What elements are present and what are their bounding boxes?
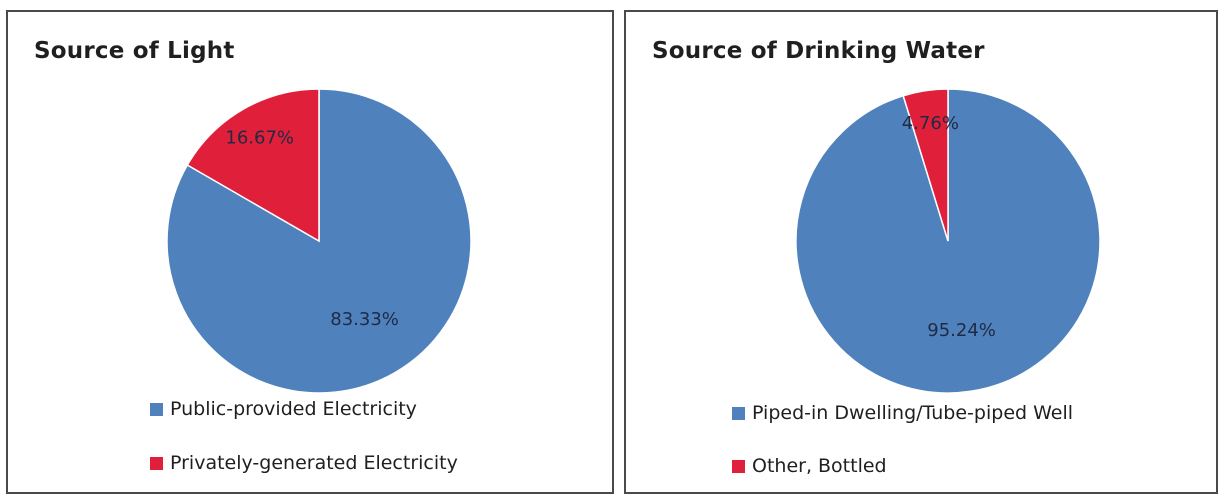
legend-label: Privately-generated Electricity	[170, 452, 458, 474]
pie-slice	[186, 88, 320, 243]
pie-chart-water: 95.24% 4.76%	[795, 88, 1101, 394]
chart-panel-water: Source of Drinking Water 95.24% 4.76% Pip…	[624, 10, 1218, 494]
legend-label: Public-provided Electricity	[170, 398, 417, 420]
chart-title: Source of Light	[34, 38, 235, 64]
legend-swatch	[732, 459, 745, 473]
legend-label: Piped-in Dwelling/Tube-piped Well	[752, 402, 1074, 424]
legend-item: Piped-in Dwelling/Tube-piped Well	[732, 402, 1073, 424]
data-label: 4.76%	[902, 113, 959, 134]
legend-item: Public-provided Electricity	[150, 398, 417, 420]
pie-chart-light: 83.33% 16.67%	[166, 88, 472, 394]
data-label: 16.67%	[225, 127, 294, 148]
legend-swatch	[150, 402, 163, 416]
legend-swatch	[732, 406, 745, 420]
data-label: 95.24%	[927, 320, 996, 341]
legend-item: Other, Bottled	[732, 455, 887, 477]
legend-item: Privately-generated Electricity	[150, 452, 458, 474]
legend-label: Other, Bottled	[752, 455, 887, 477]
chart-title: Source of Drinking Water	[652, 38, 985, 64]
data-label: 83.33%	[330, 309, 399, 330]
legend-swatch	[150, 456, 163, 470]
pie-slice	[902, 88, 949, 242]
chart-panel-light: Source of Light 83.33% 16.67% Public-prov…	[6, 10, 614, 494]
